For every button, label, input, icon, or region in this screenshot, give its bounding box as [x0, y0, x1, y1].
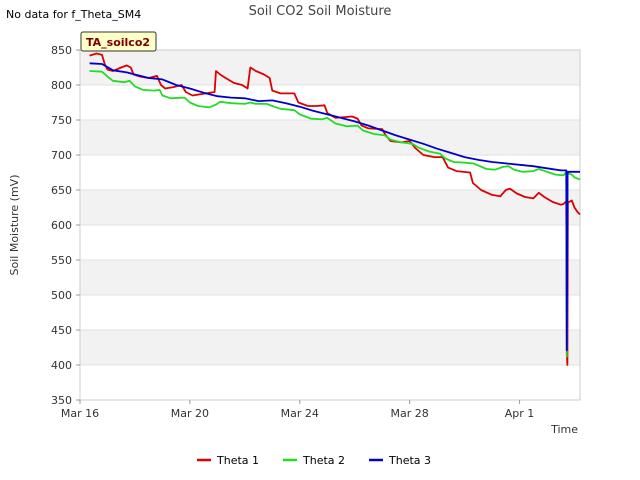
legend-label: Theta 3: [388, 454, 431, 467]
chart-title: Soil CO2 Soil Moisture: [249, 4, 392, 19]
x-tick-label: Apr 1: [505, 407, 535, 420]
series-line-theta-2: [89, 70, 581, 358]
y-axis-title: Soil Moisture (mV): [8, 175, 21, 276]
plot-band: [80, 260, 580, 295]
series-line-theta-3: [89, 62, 580, 352]
y-tick-label: 600: [51, 219, 72, 232]
y-tick-label: 400: [51, 359, 72, 372]
plot-band: [80, 295, 580, 330]
y-tick-label: 350: [51, 394, 72, 407]
dataset-tag: TA_soilco2: [80, 31, 157, 52]
x-axis-ticks: Mar 16 Mar 20 Mar 24 Mar 28 Apr 1: [61, 400, 534, 420]
no-data-note: No data for f_Theta_SM4: [6, 8, 141, 21]
plot-band: [80, 155, 580, 190]
plot-band: [80, 190, 580, 225]
plot-band: [80, 225, 580, 260]
x-tick-label: Mar 20: [171, 407, 209, 420]
y-tick-label: 800: [51, 79, 72, 92]
legend: Theta 1 Theta 2 Theta 3: [197, 454, 431, 467]
x-axis-title: Time: [550, 423, 578, 436]
y-tick-label: 850: [51, 44, 72, 57]
plot-background-bands: [80, 50, 580, 400]
y-tick-label: 750: [51, 114, 72, 127]
dataset-tag-box: [80, 31, 157, 52]
series-lines: [89, 52, 581, 366]
plot-band: [80, 50, 580, 85]
y-tick-label: 550: [51, 254, 72, 267]
y-tick-label: 450: [51, 324, 72, 337]
y-tick-label: 500: [51, 289, 72, 302]
plot-band: [80, 365, 580, 400]
x-tick-label: Mar 28: [391, 407, 429, 420]
dataset-tag-label: TA_soilco2: [86, 36, 150, 49]
legend-label: Theta 1: [216, 454, 259, 467]
y-tick-label: 700: [51, 149, 72, 162]
y-axis-ticks: 350 400 450 500 550 600 650 700 750 800 850: [51, 44, 80, 407]
plot-band: [80, 330, 580, 365]
y-tick-label: 650: [51, 184, 72, 197]
legend-label: Theta 2: [302, 454, 345, 467]
plot-band: [80, 120, 580, 155]
x-tick-label: Mar 16: [61, 407, 99, 420]
x-tick-label: Mar 24: [281, 407, 319, 420]
